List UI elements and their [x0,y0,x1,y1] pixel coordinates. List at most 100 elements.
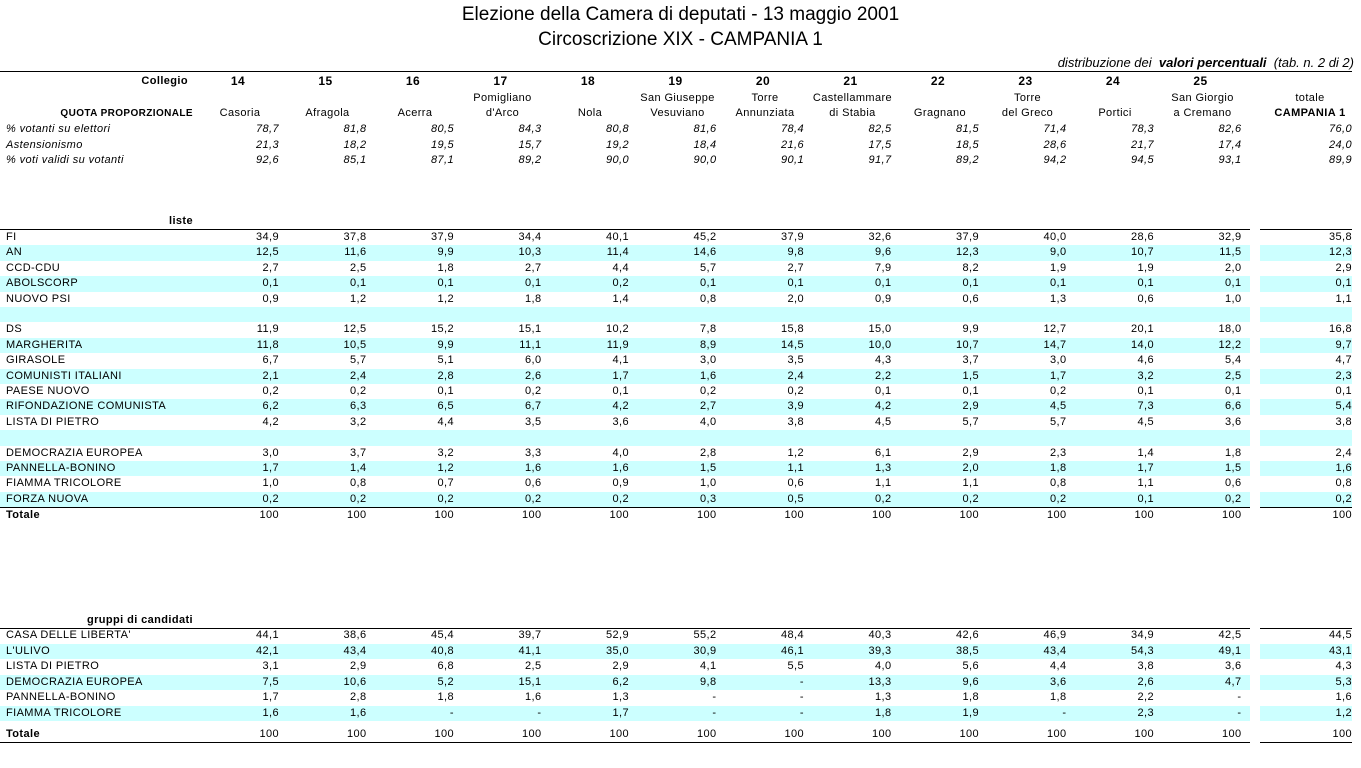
total-label: Totale [6,509,40,522]
cell: 7,9 [875,261,892,274]
cell: 7,3 [1137,400,1154,413]
cell: 4,7 [1225,675,1242,688]
cell: 0,6 [962,292,979,305]
column-number: 19 [668,74,683,88]
cell: 80,5 [430,123,454,135]
cell: 0,2 [700,385,717,397]
cell: 12,5 [343,323,367,336]
cell: 6,7 [262,354,279,367]
row-shade [1260,491,1352,508]
row-shade [1260,461,1352,477]
row-shade [1260,337,1352,354]
row-shade [0,430,1250,446]
cell: 4,0 [700,415,717,428]
row-label: FI [6,231,17,243]
cell: 0,1 [875,277,892,290]
cell: - [1237,691,1242,703]
subtitle: Circoscrizione XIX - CAMPANIA 1 [538,29,823,50]
cell: 9,9 [437,246,454,259]
cell: 3,6 [1225,415,1242,428]
total-cell: 0,8 [1335,477,1352,490]
cell: 0,7 [437,477,454,490]
rule [1260,507,1352,509]
cell: 42,6 [955,629,979,641]
cell: 14,0 [1130,338,1154,351]
cell: 28,6 [1043,138,1067,151]
cell: 5,5 [787,660,804,672]
cell: 5,7 [700,261,717,274]
cell: 2,4 [787,369,804,382]
cell: 18,0 [1218,323,1242,336]
cell: 4,6 [1137,354,1154,367]
note-prefix: distribuzione dei [1057,55,1152,70]
cell: 1,8 [437,261,454,274]
cell: 6,2 [262,400,279,413]
cell: 12,7 [1043,323,1067,336]
cell: 34,9 [1130,629,1154,641]
cell: 48,4 [780,629,804,641]
cell: 0,6 [1137,292,1154,305]
total-cell: 44,5 [1328,629,1352,641]
total-cell: 1,2 [1335,706,1352,719]
cell: 46,9 [1043,629,1067,641]
cell: 2,7 [700,400,717,413]
cell: 100 [521,728,542,740]
cell: 100 [346,509,367,522]
cell: 12,5 [255,246,279,259]
cell: 3,2 [1137,369,1154,382]
cell: 2,3 [1137,706,1154,719]
cell: 100 [609,728,629,740]
cell: 100 [784,509,804,522]
cell: 1,6 [525,691,542,703]
cell: 100 [959,509,979,522]
cell: 90,0 [693,154,717,166]
cell: 0,1 [262,277,279,290]
column-number: 24 [1105,74,1121,88]
cell: 0,2 [350,492,367,505]
column-name: Vesuviano [650,107,705,119]
cell: 43,4 [343,644,367,657]
cell: 81,5 [955,123,979,135]
cell: 1,1 [1137,477,1154,490]
row-label: FIAMMA TRICOLORE [6,706,122,719]
cell: 0,1 [1137,385,1154,397]
cell: 46,1 [780,644,804,657]
cell: - [712,691,717,703]
cell: 78,7 [255,123,279,135]
row-shade [1260,643,1352,659]
cell: 49,1 [1218,644,1242,657]
cell: 38,6 [343,629,367,641]
cell: 0,1 [875,385,892,397]
row-label: DEMOCRAZIA EUROPEA [6,446,143,459]
cell: 4,3 [875,354,892,367]
cell: 100 [1221,509,1242,522]
cell: 37,9 [780,231,804,243]
row-label: DS [6,323,23,336]
cell: 1,1 [875,477,892,490]
cell: 35,0 [605,644,629,657]
cell: 0,1 [437,277,454,290]
cell: 0,2 [962,492,979,505]
cell: 32,9 [1218,231,1242,243]
cell: 9,9 [437,338,454,351]
row-shade [0,307,1250,323]
cell: 0,1 [962,385,979,397]
row-label: GIRASOLE [6,354,66,367]
cell: 1,6 [525,462,542,474]
cell: 2,5 [1225,369,1242,382]
cell: 91,7 [868,154,892,166]
total-cell: 2,9 [1335,261,1352,274]
cell: 12,3 [955,246,979,259]
cell: 40,1 [605,231,629,243]
cell: 100 [784,728,804,740]
cell: 42,1 [255,644,279,657]
rule [1260,628,1352,629]
cell: 3,5 [787,354,804,367]
total-column-name: CAMPANIA 1 [1274,107,1346,119]
cell: 38,5 [955,644,979,657]
column-name: San Giorgio [1171,92,1234,104]
cell: 1,8 [437,691,454,703]
cell: 1,3 [612,691,629,703]
section-heading: gruppi di candidati [87,614,193,626]
total-cell: 16,8 [1328,323,1352,336]
